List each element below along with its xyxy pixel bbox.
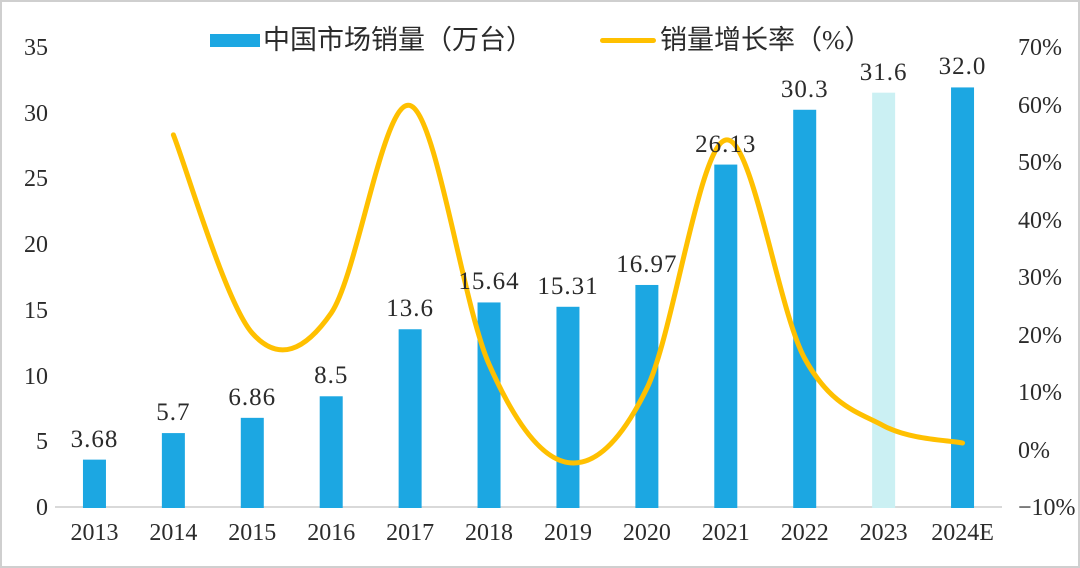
bar-2021 <box>714 164 738 508</box>
x-axis-label-2024E: 2024E <box>931 520 994 546</box>
left-axis-tick: 10 <box>24 363 48 390</box>
right-axis-tick: 50% <box>1018 150 1062 176</box>
right-axis-tick: 40% <box>1018 207 1062 234</box>
x-axis-label-2021: 2021 <box>701 520 750 546</box>
bar-value-label: 15.31 <box>537 272 599 300</box>
bar-2023 <box>872 92 896 508</box>
bar-value-label: 6.86 <box>228 383 277 411</box>
bar-value-label: 30.3 <box>780 75 829 103</box>
right-axis-tick: −10% <box>1018 495 1076 521</box>
bar-2020 <box>635 284 659 508</box>
right-axis-tick: 60% <box>1018 92 1062 119</box>
left-axis-tick: 5 <box>36 429 48 456</box>
bar-value-label: 31.6 <box>859 58 908 86</box>
x-axis-label-2017: 2017 <box>386 520 435 546</box>
right-axis-tick: 0% <box>1018 437 1050 464</box>
bar-2018 <box>477 302 501 508</box>
right-axis-tick: 10% <box>1018 380 1062 406</box>
x-axis-label-2019: 2019 <box>543 520 592 546</box>
right-axis-tick: 30% <box>1018 265 1062 291</box>
x-axis-label-2022: 2022 <box>780 520 829 546</box>
bar-value-label: 15.64 <box>458 268 520 296</box>
x-axis-label-2023: 2023 <box>859 520 908 546</box>
bars-group <box>82 87 975 509</box>
bar-value-label: 13.6 <box>386 295 434 323</box>
bar-2017 <box>398 329 422 508</box>
bar-2015 <box>240 417 264 508</box>
x-axis-label-2015: 2015 <box>228 520 277 546</box>
bar-2019 <box>556 306 580 508</box>
left-axis-tick: 30 <box>24 100 48 127</box>
x-axis-label-2014: 2014 <box>149 520 198 546</box>
x-axis-label-2013: 2013 <box>70 520 119 546</box>
x-axis-label-2016: 2016 <box>307 520 356 546</box>
right-axis-tick: 70% <box>1018 35 1062 61</box>
bar-2016 <box>319 396 343 508</box>
left-axis-tick: 0 <box>36 495 48 521</box>
x-axis-label-2018: 2018 <box>465 520 514 546</box>
right-axis-tick: 20% <box>1018 322 1062 349</box>
bar-2013 <box>82 459 106 508</box>
bar-2024E <box>951 87 975 508</box>
bar-value-label: 3.68 <box>70 425 119 453</box>
bar-2022 <box>793 109 817 509</box>
bar-2014 <box>161 433 185 508</box>
growth-rate-line <box>170 102 966 466</box>
bar-value-label: 26.13 <box>695 130 757 158</box>
left-axis-tick: 35 <box>24 35 48 61</box>
bar-value-label: 16.97 <box>616 250 678 278</box>
left-axis-tick: 20 <box>24 232 48 259</box>
x-axis-label-2020: 2020 <box>622 520 671 546</box>
bar-value-label: 8.5 <box>314 362 349 390</box>
left-axis-tick: 15 <box>24 297 48 324</box>
bar-value-label: 32.0 <box>938 53 987 81</box>
bar-value-label: 5.7 <box>156 399 191 427</box>
left-axis-tick: 25 <box>24 166 48 193</box>
